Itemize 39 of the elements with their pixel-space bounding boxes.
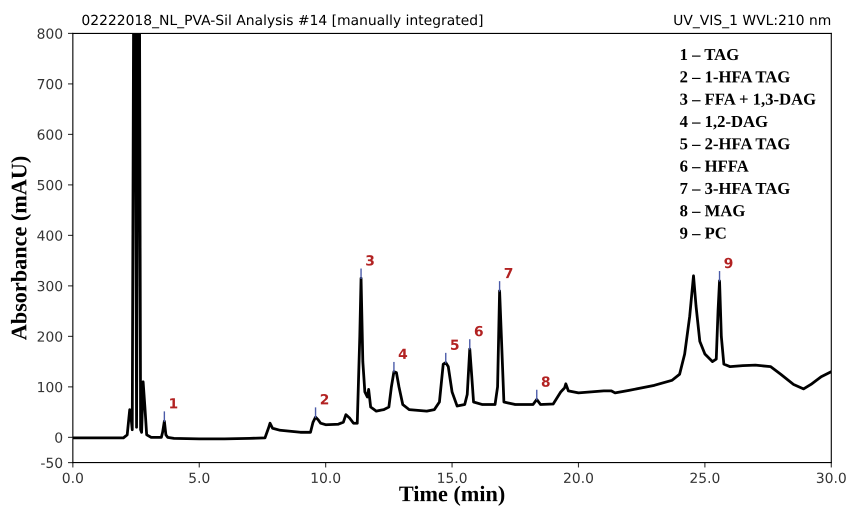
annotation: 8 – MAG <box>680 205 745 216</box>
annotation: 8 <box>542 376 550 387</box>
x-tick-label: 15.0 <box>438 472 467 484</box>
annotation: 2 – 1-HFA TAG <box>680 71 790 82</box>
x-tick-label: 25.0 <box>690 472 720 484</box>
x-axis-title: Time (min) <box>399 486 504 506</box>
annotation: 4 – 1,2-DAG <box>680 116 768 130</box>
annotation: 9 <box>724 258 732 268</box>
annotation: 6 – HFFA <box>680 160 749 172</box>
y-tick-label: 100 <box>38 382 62 392</box>
chart-subtitle: UV_VIS_1 WVL:210 nm <box>674 14 830 28</box>
y-tick-label: 800 <box>38 28 62 39</box>
annotation: 4 <box>398 348 408 359</box>
x-tick-label: 0.0 <box>62 472 83 484</box>
annotation: 3 <box>366 255 374 266</box>
y-tick-label: 500 <box>38 180 62 190</box>
annotation: 3 – FFA + 1,3-DAG <box>680 94 816 108</box>
annotation: 5 <box>450 340 459 350</box>
y-tick-label: -50 <box>41 458 62 468</box>
y-tick-label: 700 <box>38 78 62 90</box>
annotation: 5 – 2-HFA TAG <box>680 138 790 150</box>
annotation: 1 – TAG <box>680 48 739 60</box>
y-tick-label: 200 <box>38 331 62 342</box>
x-tick-label: 20.0 <box>564 472 594 484</box>
y-tick-label: 600 <box>38 129 62 140</box>
x-tick-label: 30.0 <box>816 472 846 484</box>
annotation: 6 <box>474 326 483 336</box>
y-tick-label: 0 <box>55 432 62 443</box>
annotation: 2 <box>320 394 328 404</box>
x-tick-label: 5.0 <box>189 472 210 484</box>
y-axis-title: Absorbance (mAU) <box>10 156 32 340</box>
annotation: 7 – 3-HFA TAG <box>680 182 790 194</box>
y-tick-label: 300 <box>38 280 62 292</box>
x-tick-label: 10.0 <box>312 472 340 484</box>
chart-title: 02222018_NL_PVA-Sil Analysis #14 [manually integrated] <box>82 14 482 28</box>
annotation: 1 <box>170 398 178 408</box>
y-tick-label: 400 <box>37 230 62 241</box>
annotation: 7 <box>504 268 512 278</box>
annotation: 9 – PC <box>680 228 726 239</box>
